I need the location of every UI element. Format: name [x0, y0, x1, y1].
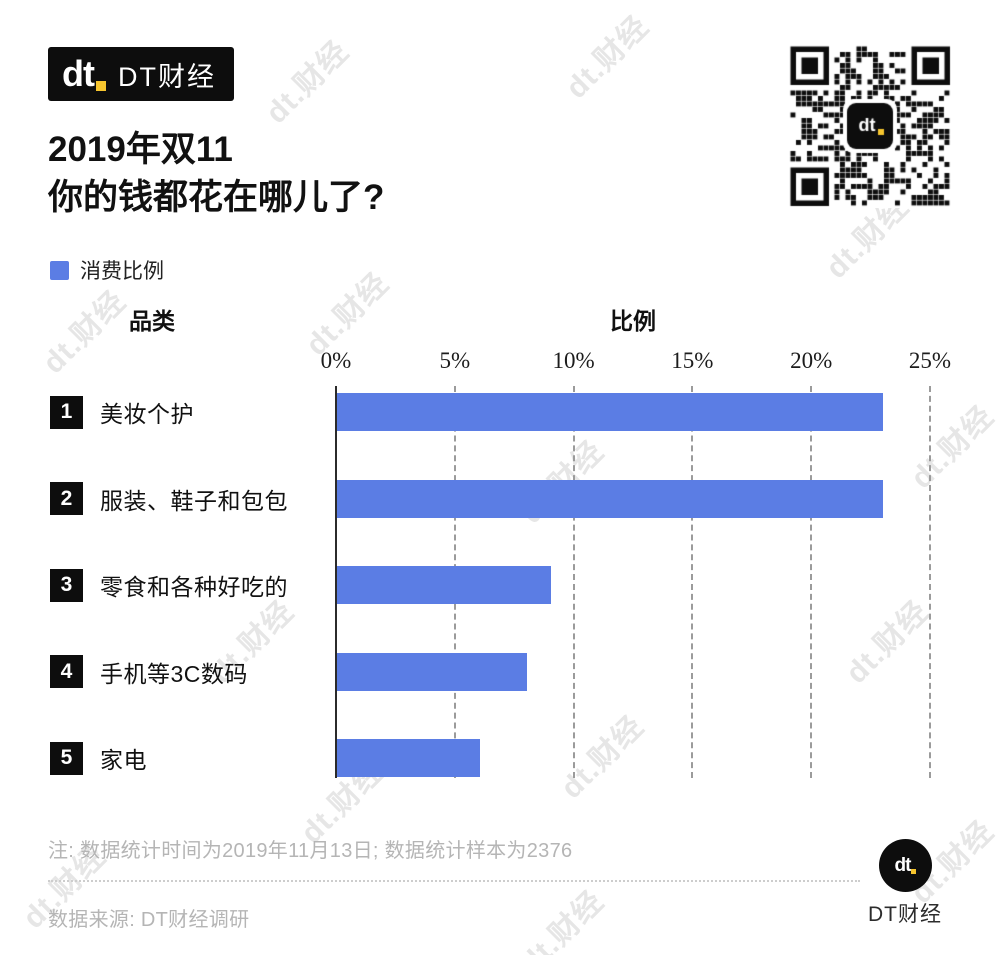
brand-logo-name: DT财经	[118, 55, 216, 94]
x-tick-label: 10%	[553, 348, 595, 374]
category-label: 零食和各种好吃的	[100, 566, 288, 604]
category-label: 手机等3C数码	[100, 653, 248, 691]
page-title: 2019年双11 你的钱都花在哪儿了?	[48, 126, 384, 222]
title-line1: 2019年双11	[48, 126, 384, 174]
value-bar	[337, 480, 883, 518]
x-tick-label: 20%	[790, 348, 832, 374]
column-header-category: 品类	[129, 302, 175, 336]
x-tick-label: 25%	[909, 348, 951, 374]
rank-badge: 1	[50, 396, 83, 429]
rank-badge: 5	[50, 742, 83, 775]
legend-swatch	[50, 261, 69, 280]
value-bar	[337, 566, 551, 604]
logo-yellow-dot-icon	[96, 81, 106, 91]
value-bar	[337, 739, 480, 777]
column-header-value: 比例	[610, 302, 656, 336]
dt-logo-icon: dt	[62, 56, 105, 92]
qr-code	[788, 44, 952, 208]
x-tick-label: 15%	[671, 348, 713, 374]
x-tick-label: 0%	[321, 348, 352, 374]
title-line2: 你的钱都花在哪儿了?	[48, 174, 384, 222]
category-label: 美妆个护	[100, 393, 194, 431]
category-label: 家电	[100, 739, 147, 777]
rank-badge: 2	[50, 482, 83, 515]
value-bar	[337, 393, 883, 431]
footnote: 注: 数据统计时间为2019年11月13日; 数据统计样本为2376	[48, 834, 572, 863]
footer-brand-logo: dt	[879, 839, 932, 892]
rank-badge: 3	[50, 569, 83, 602]
footer-brand-name: DT财经	[868, 898, 942, 928]
gridline	[573, 386, 575, 778]
gridline	[810, 386, 812, 778]
category-label: 服装、鞋子和包包	[100, 480, 288, 518]
value-bar	[337, 653, 527, 691]
brand-logo: dt DT财经	[48, 47, 234, 101]
footer-logo-yellow-dot-icon	[911, 869, 916, 874]
rank-badge: 4	[50, 655, 83, 688]
data-source: 数据来源: DT财经调研	[48, 903, 249, 932]
legend: 消费比例	[50, 255, 164, 285]
gridline	[691, 386, 693, 778]
footer-divider	[48, 880, 860, 882]
legend-label: 消费比例	[80, 255, 164, 285]
infographic-page: dt.财经dt.财经dt.财经dt.财经dt.财经dt.财经dt.财经dt.财经…	[0, 0, 1000, 955]
x-tick-label: 5%	[439, 348, 470, 374]
footer-dt-logo-icon: dt	[895, 856, 917, 875]
gridline	[929, 386, 931, 778]
